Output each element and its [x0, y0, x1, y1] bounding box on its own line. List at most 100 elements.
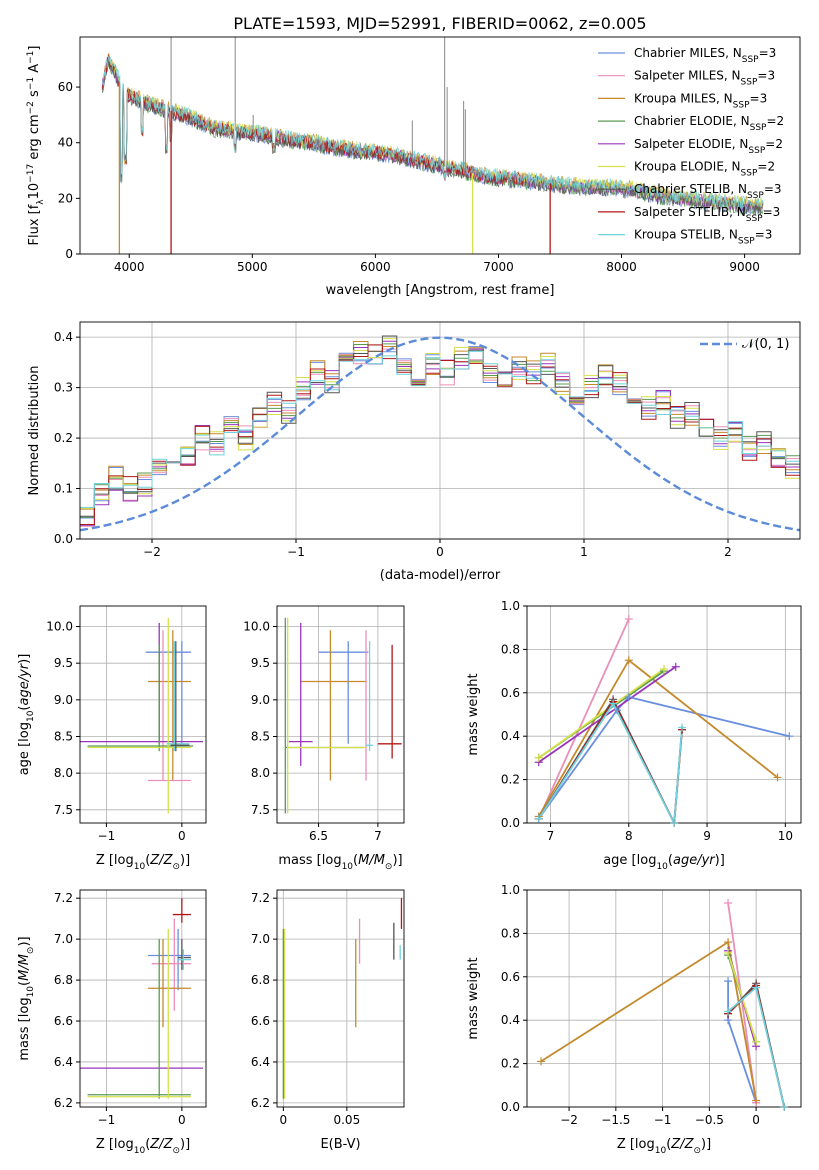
mass-weight-marker — [613, 706, 622, 715]
y-tick-label: 0.8 — [501, 926, 520, 940]
x-tick-label: 5000 — [237, 260, 268, 274]
y-tick-label: 9.5 — [54, 656, 73, 670]
y-tick-label: 0.0 — [54, 532, 73, 546]
x-tick-label: 4000 — [114, 260, 145, 274]
mass-weight-marker — [780, 1103, 789, 1111]
x-tick-label: 7000 — [483, 260, 514, 274]
legend: Chabrier MILES, NSSP=3 Salpeter MILES, NS… — [598, 46, 784, 247]
mass-weight-marker — [671, 662, 680, 671]
y-axis-label: mass [log10(M/M⊙)] — [17, 936, 36, 1060]
axes-frame — [526, 889, 802, 1108]
mass-weight-line — [538, 668, 665, 759]
x-tick-label: −1 — [98, 829, 116, 843]
y-tick-label: 1.0 — [501, 599, 520, 613]
legend-entry: Kroupa STELIB, NSSP=3 — [634, 228, 772, 247]
x-axis-label: Z [log10(Z/Z⊙)] — [96, 853, 190, 872]
x-axis-label: Z [log10(Z/Z⊙)] — [96, 1137, 190, 1156]
y-tick-label: 6.6 — [251, 1014, 270, 1028]
axes-frame — [79, 36, 801, 255]
plot-area — [537, 618, 790, 823]
mass-weight-line — [540, 940, 757, 1101]
x-tick-label: 0 — [752, 1113, 760, 1127]
plot-area — [282, 898, 403, 1099]
mass-weight-marker — [752, 983, 761, 992]
mass-weight-marker — [624, 656, 633, 665]
y-tick-label: 0.4 — [54, 330, 73, 344]
x-tick-label: 0 — [436, 545, 444, 559]
y-tick-label: 0.1 — [54, 482, 73, 496]
mass-weight-marker — [534, 753, 543, 762]
y-axis-label: mass weight — [466, 957, 481, 1039]
y-tick-label: 0.2 — [54, 431, 73, 445]
y-tick-label: 0.2 — [501, 773, 520, 787]
mass-weight-marker — [537, 1057, 546, 1066]
y-tick-label: 8.0 — [251, 766, 270, 780]
mass-weight-marker — [785, 732, 794, 741]
legend-entry: Chabrier MILES, NSSP=3 — [634, 46, 776, 65]
mass-weight-marker — [624, 615, 633, 624]
y-axis-label: mass weight — [466, 673, 481, 755]
residual-histogram — [80, 338, 800, 509]
y-tick-label: 0.0 — [501, 816, 520, 830]
legend-entry: Kroupa ELODIE, NSSP=2 — [634, 160, 775, 179]
y-tick-label: 6.4 — [251, 1055, 270, 1069]
plot-area — [284, 617, 402, 814]
y-tick-label: 7.0 — [54, 932, 73, 946]
plot-area — [80, 898, 203, 1099]
x-tick-label: 1 — [580, 545, 588, 559]
y-tick-label: 6.8 — [251, 973, 270, 987]
normal-reference-curve — [80, 336, 800, 532]
x-tick-label: 7 — [547, 829, 555, 843]
y-tick-label: 0.4 — [501, 1013, 520, 1027]
y-tick-label: 7.2 — [54, 891, 73, 905]
y-tick-label: 0.4 — [501, 729, 520, 743]
axes-frame — [79, 889, 207, 1108]
panel-age_vs_Z: −1 0 7.5 8.0 8.5 9.0 9.5 10.0 Z [log10(Z/Z⊙)] age… — [17, 605, 207, 872]
x-tick-label: −0.5 — [695, 1113, 724, 1127]
residual-histogram — [80, 335, 800, 517]
axes-frame — [276, 889, 405, 1108]
mass-weight-marker — [534, 814, 543, 823]
y-tick-label: 0.8 — [501, 642, 520, 656]
plot-area — [540, 902, 786, 1107]
y-tick-label: 20 — [58, 191, 73, 205]
mass-weight-marker — [724, 948, 733, 957]
y-axis-label: Normed distribution — [27, 366, 42, 496]
y-tick-label: 7.5 — [54, 803, 73, 817]
mass-weight-marker — [752, 1096, 761, 1105]
axes-frame — [526, 605, 802, 824]
mass-weight-marker — [670, 819, 679, 827]
y-tick-label: 6.2 — [251, 1096, 270, 1110]
x-axis-label: E(B-V) — [320, 1137, 360, 1152]
mass-weight-marker — [724, 938, 733, 947]
y-tick-label: 9.0 — [54, 693, 73, 707]
x-axis-label: mass [log10(M/M⊙)] — [278, 853, 402, 872]
mass-weight-line — [537, 701, 683, 823]
axes-frame — [276, 605, 405, 824]
mass-weight-line — [538, 666, 677, 763]
panel-residuals: −2 −1 0 1 2 0.0 0.1 0.2 0.3 0.4 𝒩(0, 1) (data-model… — [27, 321, 801, 583]
legend-entry: Salpeter MILES, NSSP=3 — [634, 69, 775, 88]
spectrum-line — [101, 56, 764, 210]
legend-entry: Salpeter ELODIE, NSSP=2 — [634, 137, 783, 156]
y-tick-label: 40 — [58, 136, 73, 150]
x-tick-label: −1.5 — [601, 1113, 630, 1127]
x-tick-label: 10 — [778, 829, 793, 843]
y-tick-label: 6.6 — [54, 1014, 73, 1028]
mass-weight-marker — [773, 773, 782, 782]
mass-weight-marker — [724, 1007, 733, 1016]
y-tick-label: 8.5 — [251, 729, 270, 743]
y-tick-label: 7.5 — [251, 803, 270, 817]
y-tick-label: 6.2 — [54, 1096, 73, 1110]
plot-area — [80, 617, 203, 814]
y-tick-label: 0 — [65, 247, 73, 261]
y-tick-label: 9.0 — [251, 693, 270, 707]
y-tick-label: 0.3 — [54, 381, 73, 395]
panel-massweight_vs_Z: −2 −1.5 −1 −0.5 0 0.0 0.2 0.4 0.6 0.8 1.0 Z [log10(… — [466, 883, 802, 1156]
x-axis-label: wavelength [Angstrom, rest frame] — [326, 283, 555, 298]
x-tick-label: 6000 — [360, 260, 391, 274]
y-tick-label: 0.6 — [501, 686, 520, 700]
panel-age_vs_mass: 6.5 7 7.5 8.0 8.5 9.0 9.5 10.0 mass [log10(M/M⊙)… — [243, 605, 405, 872]
mass-weight-marker — [678, 723, 687, 732]
